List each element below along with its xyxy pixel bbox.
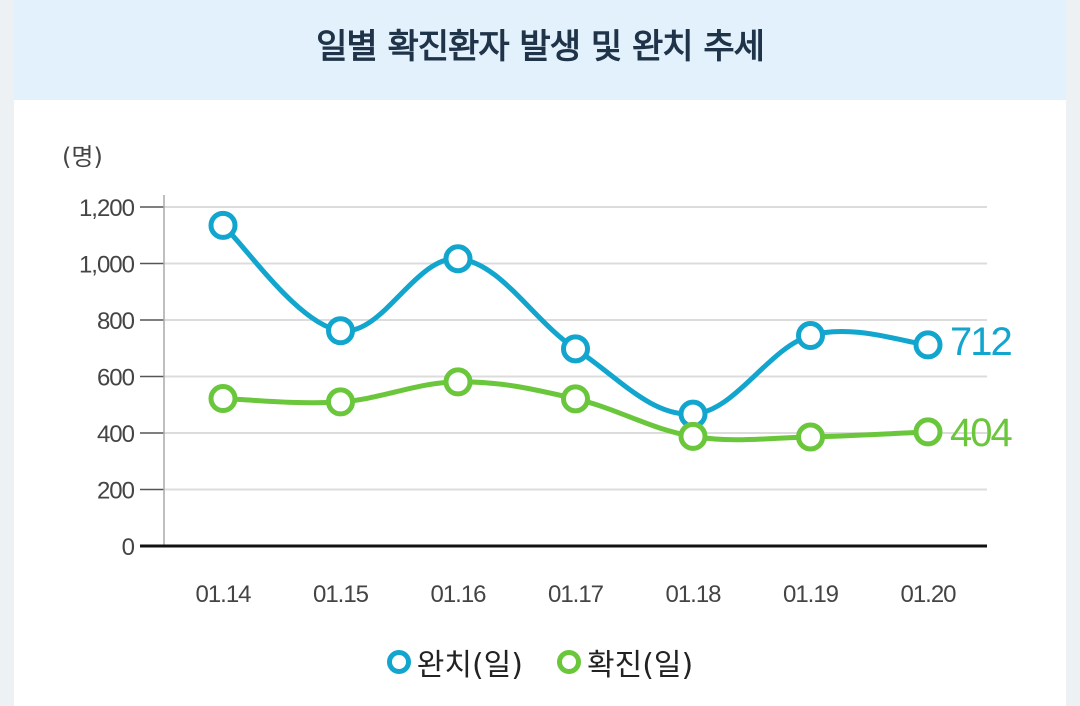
- legend-swatch-recovered: [386, 650, 411, 674]
- chart-header: 일별 확진환자 발생 및 완치 추세: [14, 0, 1066, 100]
- data-point-confirmed-01.17: [561, 384, 590, 414]
- legend-item-recovered: 완치(일): [386, 640, 523, 684]
- x-tick-label-01.14: 01.14: [195, 581, 251, 608]
- y-axis-unit: (명): [62, 143, 103, 171]
- data-point-recovered-01.16: [443, 244, 473, 274]
- y-tick-label-1200: 1,200: [79, 195, 135, 222]
- legend-label-recovered: 완치(일): [416, 648, 523, 683]
- legend-swatch-confirmed: [557, 650, 581, 674]
- data-point-confirmed-01.14: [208, 384, 238, 414]
- data-point-recovered-01.14: [208, 210, 238, 240]
- data-point-confirmed-01.15: [326, 387, 355, 417]
- y-tick-label-0: 0: [122, 534, 135, 561]
- data-point-confirmed-01.16: [443, 367, 473, 397]
- data-point-recovered-01.19: [796, 321, 825, 351]
- data-point-confirmed-01.19: [796, 422, 825, 452]
- data-point-confirmed-01.18: [678, 421, 708, 451]
- x-tick-label-01.20: 01.20: [900, 581, 956, 608]
- x-tick-label-01.18: 01.18: [665, 581, 721, 608]
- x-tick-label-01.16: 01.16: [430, 581, 486, 608]
- data-point-confirmed-01.20: [913, 417, 943, 447]
- end-label-confirmed: 404: [950, 411, 1012, 455]
- y-tick-label-200: 200: [97, 478, 135, 505]
- chart-title: 일별 확진환자 발생 및 완치 추세: [316, 26, 765, 67]
- legend: 완치(일) 확진(일): [0, 640, 1080, 684]
- legend-label-confirmed: 확진(일): [587, 648, 694, 683]
- y-tick-label-1000: 1,000: [79, 252, 135, 279]
- data-point-recovered-01.15: [326, 316, 355, 346]
- end-label-recovered: 712: [950, 320, 1011, 364]
- data-point-recovered-01.17: [561, 334, 590, 364]
- x-tick-label-01.17: 01.17: [548, 581, 604, 608]
- x-tick-label-01.19: 01.19: [783, 581, 839, 608]
- x-tick-label-01.15: 01.15: [313, 581, 369, 608]
- data-point-recovered-01.20: [913, 330, 943, 360]
- y-tick-label-800: 800: [97, 308, 135, 335]
- y-tick-label-600: 600: [97, 365, 135, 392]
- y-tick-label-400: 400: [97, 421, 135, 448]
- legend-item-confirmed: 확진(일): [557, 640, 693, 684]
- chart-card: 일별 확진환자 발생 및 완치 추세: [14, 0, 1066, 706]
